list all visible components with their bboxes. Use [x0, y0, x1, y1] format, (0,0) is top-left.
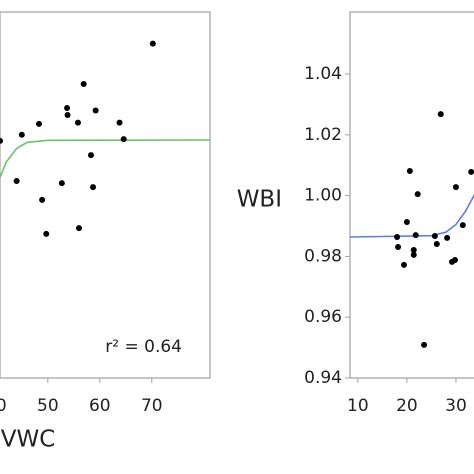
- data-point: [35, 120, 42, 127]
- y-tick-label: 0.94: [304, 368, 342, 388]
- annotation: r² = 0.64: [105, 337, 182, 357]
- data-point: [459, 222, 466, 229]
- x-tick-label: 70: [141, 396, 163, 416]
- data-point: [400, 261, 407, 268]
- data-point: [64, 105, 71, 112]
- data-point: [421, 341, 428, 348]
- x-tick-label: 60: [89, 396, 111, 416]
- plot-frame: [0, 11, 211, 379]
- data-point: [414, 191, 421, 198]
- data-point: [64, 112, 71, 119]
- data-point: [395, 243, 402, 250]
- data-point: [403, 219, 410, 226]
- data-point: [451, 257, 458, 264]
- data-point: [74, 119, 81, 126]
- x-axis-label: VWC: [1, 427, 56, 453]
- x-tick-label: 10: [347, 396, 369, 416]
- data-point: [444, 234, 451, 241]
- y-tick-label: 1.02: [304, 125, 342, 145]
- x-tick-label: 40: [0, 396, 7, 416]
- data-point: [433, 240, 440, 247]
- data-point: [80, 81, 87, 88]
- y-axis-label: WBI: [237, 187, 282, 213]
- data-point: [39, 196, 46, 203]
- data-point: [90, 184, 97, 191]
- data-point: [412, 232, 419, 239]
- y-tick-label: 0.96: [304, 307, 342, 327]
- data-point: [394, 233, 401, 240]
- fit-line: [349, 193, 474, 238]
- data-point: [468, 168, 474, 175]
- y-tick-label: 0.98: [304, 246, 342, 266]
- data-point: [120, 136, 127, 143]
- x-tick-label: 20: [396, 396, 418, 416]
- data-point: [18, 131, 25, 138]
- fit-line: [0, 139, 211, 178]
- data-point: [0, 137, 3, 144]
- data-point: [406, 167, 413, 174]
- y-tick-label: 1.00: [304, 186, 342, 206]
- data-point: [149, 40, 156, 47]
- data-point: [116, 119, 123, 126]
- data-point: [437, 111, 444, 118]
- data-point: [431, 233, 438, 240]
- x-tick-label: 30: [445, 396, 467, 416]
- data-point: [43, 230, 50, 237]
- data-point: [410, 251, 417, 258]
- data-point: [13, 178, 20, 185]
- data-point: [76, 225, 83, 232]
- data-point: [58, 180, 65, 187]
- x-tick-label: 50: [37, 396, 59, 416]
- data-point: [452, 184, 459, 191]
- data-point: [87, 152, 94, 159]
- plot-frame: [349, 11, 474, 379]
- data-point: [92, 107, 99, 114]
- y-tick-label: 1.04: [304, 64, 342, 84]
- data-point: [410, 247, 417, 254]
